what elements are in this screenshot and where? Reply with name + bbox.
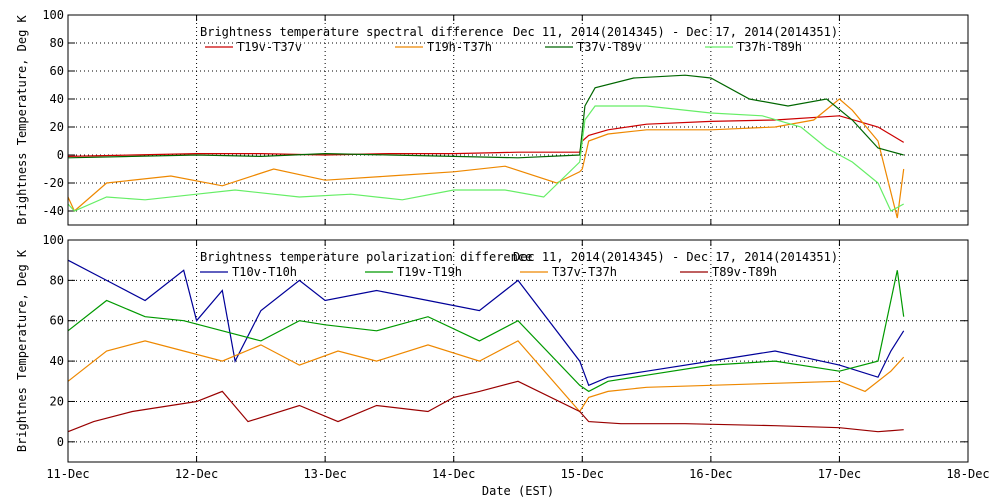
x-tick-label: 18-Dec <box>946 467 989 481</box>
legend-label: T37v-T89v <box>577 40 642 54</box>
legend-label: T19h-T37h <box>427 40 492 54</box>
plot-frame <box>67 239 969 463</box>
y-axis-label: Brightness Temperature, Deg K <box>15 14 29 224</box>
series-line-t89v-t89h <box>67 380 904 433</box>
y-tick-label: 40 <box>50 354 64 368</box>
x-tick-label: 17-Dec <box>818 467 861 481</box>
chart-subtitle: Dec 11, 2014(2014345) - Dec 17, 2014(201… <box>513 25 838 39</box>
series-line-t37v-t89v <box>67 74 904 159</box>
legend-label: T10v-T10h <box>232 265 297 279</box>
x-tick-label: 15-Dec <box>561 467 604 481</box>
y-tick-label: 60 <box>50 314 64 328</box>
y-tick-label: 60 <box>50 64 64 78</box>
y-tick-label: 100 <box>42 8 64 22</box>
y-tick-label: 80 <box>50 273 64 287</box>
legend-label: T37h-T89h <box>737 40 802 54</box>
series-line-t37v-t37h <box>67 340 905 413</box>
legend-label: T19v-T37v <box>237 40 302 54</box>
chart-subtitle: Dec 11, 2014(2014345) - Dec 17, 2014(201… <box>513 250 838 264</box>
chart-title: Brightness temperature polarization diff… <box>200 250 532 264</box>
legend-label: T89v-T89h <box>712 265 777 279</box>
x-tick-label: 12-Dec <box>175 467 218 481</box>
y-tick-label: -40 <box>42 204 64 218</box>
y-tick-label: 40 <box>50 92 64 106</box>
chart-panel-1: -40 -20 0 20 40 60 80 100 Brightness temperature… <box>15 8 969 226</box>
series-line-t37h-t89h <box>67 105 904 212</box>
y-axis-label: Brightnes Temperature, Deg K <box>15 249 29 452</box>
y-tick-label: 100 <box>42 233 64 247</box>
x-tick-label: 14-Dec <box>432 467 475 481</box>
x-tick-label: 11-Dec <box>46 467 89 481</box>
series-line-t19v-t37v <box>67 115 905 157</box>
legend-label: T19v-T19h <box>397 265 462 279</box>
series-line-t19h-t37h <box>67 98 905 219</box>
series-line-t10v-t10h <box>67 259 905 387</box>
y-tick-label: 0 <box>57 435 64 449</box>
x-tick-label: 13-Dec <box>303 467 346 481</box>
chart-panel-2: 0 20 40 60 80 100 Brightness temperature polar… <box>15 233 969 463</box>
series-line-t19v-t19h <box>67 270 905 393</box>
y-tick-label: 20 <box>50 120 64 134</box>
y-tick-label: 80 <box>50 36 64 50</box>
plot-frame <box>67 14 969 226</box>
chart-title: Brightness temperature spectral differen… <box>200 25 503 39</box>
y-tick-label: 0 <box>57 148 64 162</box>
legend-label: T37v-T37h <box>552 265 617 279</box>
y-tick-label: -20 <box>42 176 64 190</box>
x-tick-label: 16-Dec <box>689 467 732 481</box>
x-axis-label: Date (EST) <box>482 484 554 498</box>
y-tick-label: 20 <box>50 394 64 408</box>
